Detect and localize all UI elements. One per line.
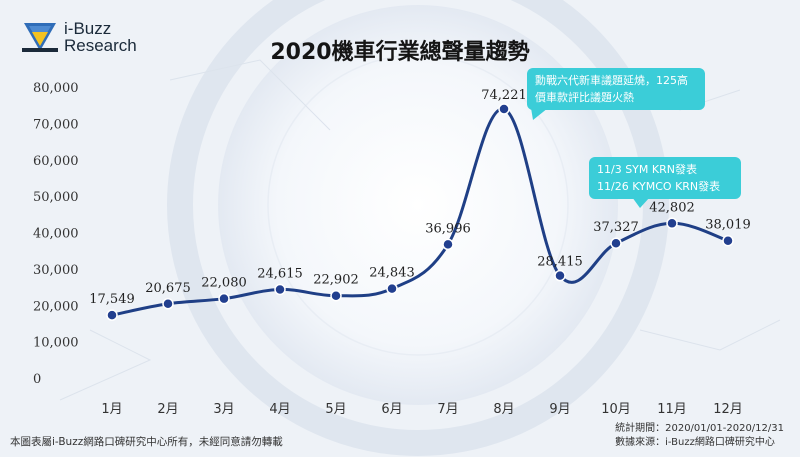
annotation-callout-aug: 勳戰六代新車議題延燒，125高價車款評比議題火熱 — [527, 68, 705, 110]
data-point — [610, 237, 622, 249]
annotation-callout-nov: 11/3 SYM KRN發表 11/26 KYMCO KRN發表 — [589, 157, 741, 199]
y-tick-label: 20,000 — [33, 299, 79, 314]
callout-pointer-1 — [531, 108, 548, 120]
y-tick-label: 10,000 — [33, 336, 79, 351]
callout-pointer-2 — [632, 197, 650, 208]
x-tick-label: 10月 — [601, 402, 631, 417]
data-point — [330, 289, 342, 302]
x-tick-label: 12月 — [713, 402, 743, 417]
data-label: 20,675 — [145, 281, 191, 296]
data-label: 24,615 — [257, 266, 303, 281]
data-label: 38,019 — [705, 218, 751, 233]
logo-line1: i-Buzz — [64, 19, 112, 38]
data-label: 28,415 — [537, 255, 583, 270]
data-point — [218, 292, 230, 305]
x-tick-label: 4月 — [269, 402, 290, 417]
x-axis: 1月 2月 3月 4月 5月 6月 7月 8月 9月 10月 11月 12月 — [101, 402, 742, 417]
y-axis: 0 10,000 20,000 30,000 40,000 50,000 60,000 70,… — [33, 81, 79, 387]
y-tick-label: 50,000 — [33, 190, 79, 205]
data-label: 37,327 — [593, 220, 639, 235]
data-label: 22,080 — [201, 276, 247, 291]
x-tick-label: 2月 — [157, 402, 178, 417]
data-label: 36,996 — [425, 221, 471, 236]
data-point — [722, 234, 734, 247]
x-tick-label: 6月 — [381, 402, 402, 417]
logo-line2: Research — [64, 36, 137, 55]
data-labels: 17,549 20,675 22,080 24,615 22,902 24,843 36,9… — [89, 88, 751, 307]
copyright-note: 本圖表屬i-Buzz網路口碑研究中心所有，未經同意請勿轉載 — [10, 436, 283, 448]
data-point — [386, 282, 398, 295]
data-label: 22,902 — [313, 273, 359, 288]
y-tick-label: 40,000 — [33, 227, 79, 242]
y-tick-label: 60,000 — [33, 154, 79, 169]
x-tick-label: 11月 — [657, 402, 687, 417]
annotation-text-aug: 勳戰六代新車議題延燒，125高價車款評比議題火熱 — [535, 74, 688, 104]
annotation-line-sym: 11/3 SYM KRN發表 — [597, 163, 697, 176]
y-tick-label: 70,000 — [33, 117, 79, 132]
data-point — [274, 283, 286, 296]
data-label: 17,549 — [89, 292, 135, 307]
x-tick-label: 9月 — [549, 402, 570, 417]
logo: i-Buzz Research — [22, 20, 137, 54]
annotation-line-kymco: 11/26 KYMCO KRN發表 — [597, 180, 721, 193]
chart-title: 2020機車行業總聲量趨勢 — [270, 40, 530, 65]
data-point — [106, 309, 118, 321]
data-point — [666, 217, 678, 230]
x-tick-label: 8月 — [493, 402, 514, 417]
y-tick-label: 30,000 — [33, 263, 79, 278]
x-tick-label: 1月 — [101, 402, 122, 417]
data-point — [498, 103, 510, 115]
x-tick-label: 5月 — [325, 402, 346, 417]
statistics-period: 統計期間：2020/01/01-2020/12/31 — [615, 423, 784, 434]
data-point — [554, 269, 566, 282]
data-point — [442, 238, 454, 251]
data-point — [162, 298, 174, 310]
data-label: 42,802 — [649, 200, 695, 215]
data-source: 數據來源：i-Buzz網路口碑研究中心 — [615, 437, 775, 448]
logo-icon — [22, 23, 58, 52]
y-tick-label: 0 — [33, 372, 41, 387]
data-label: 74,221 — [481, 88, 527, 103]
x-tick-label: 7月 — [437, 402, 458, 417]
footer-meta: 統計期間：2020/01/01-2020/12/31 數據來源：i-Buzz網路… — [615, 422, 784, 450]
data-points — [106, 103, 734, 321]
x-tick-label: 3月 — [213, 402, 234, 417]
y-tick-label: 80,000 — [33, 81, 79, 96]
data-label: 24,843 — [369, 266, 415, 281]
